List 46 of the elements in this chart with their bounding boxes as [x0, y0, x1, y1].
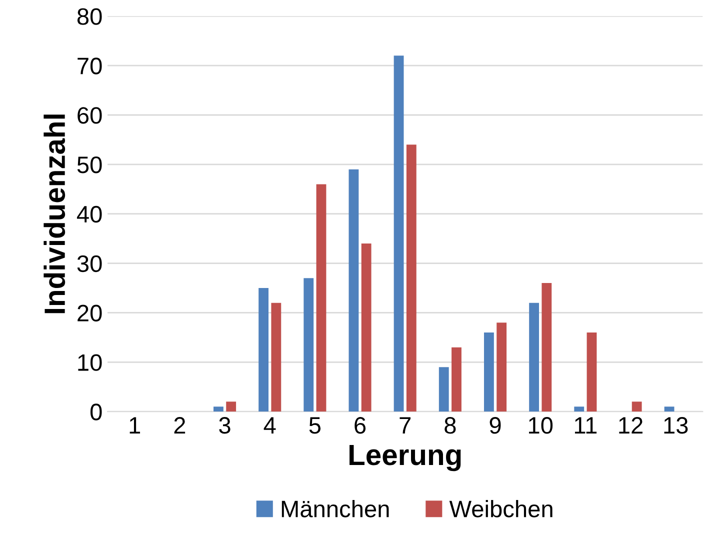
y-tick-label: 70 [78, 58, 102, 74]
x-tick-label: 10 [529, 417, 553, 434]
y-tick-label: 20 [78, 304, 102, 322]
x-tick-label: 4 [264, 417, 276, 434]
bar [271, 302, 282, 412]
x-tick-label: 5 [309, 417, 321, 434]
y-tick-label: 50 [77, 156, 102, 174]
bar [304, 278, 314, 412]
bar [632, 402, 642, 412]
y-tick-label: 0 [90, 404, 102, 420]
x-tick-label: 3 [219, 417, 230, 434]
bar [542, 283, 552, 412]
y-axis-title: Individuenzahl [44, 114, 66, 314]
bar [226, 402, 236, 412]
bar [574, 406, 584, 412]
x-tick-label: 7 [400, 417, 410, 434]
y-tick-label: 80 [77, 8, 102, 25]
bar [664, 406, 674, 412]
x-tick-label: 9 [490, 417, 501, 434]
bar [586, 332, 597, 412]
x-tick-label: 2 [174, 417, 186, 434]
bar [394, 56, 404, 412]
y-tick-label: 30 [77, 255, 102, 272]
legend-label: Männchen [282, 500, 389, 518]
y-tick-label: 10 [78, 354, 102, 371]
x-axis-title: Leerung [350, 444, 461, 472]
legend-label: Weibchen [449, 500, 552, 518]
bar [452, 347, 462, 412]
bar [406, 144, 416, 412]
x-tick-label: 8 [444, 417, 456, 434]
y-tick-label: 60 [78, 107, 102, 124]
y-tick-label: 40 [76, 206, 102, 223]
bar [496, 322, 507, 412]
x-tick-label: 11 [574, 417, 597, 434]
bar [348, 169, 359, 412]
bar [361, 244, 372, 412]
bar [529, 302, 540, 412]
bar [316, 184, 326, 412]
bar [484, 332, 494, 412]
x-tick-label: 1 [130, 417, 140, 434]
bar [258, 288, 268, 412]
x-tick-label: 6 [354, 417, 366, 434]
bar [438, 367, 449, 412]
bar [214, 406, 224, 412]
x-tick-label: 13 [664, 417, 688, 434]
x-tick-label: 12 [619, 417, 642, 434]
